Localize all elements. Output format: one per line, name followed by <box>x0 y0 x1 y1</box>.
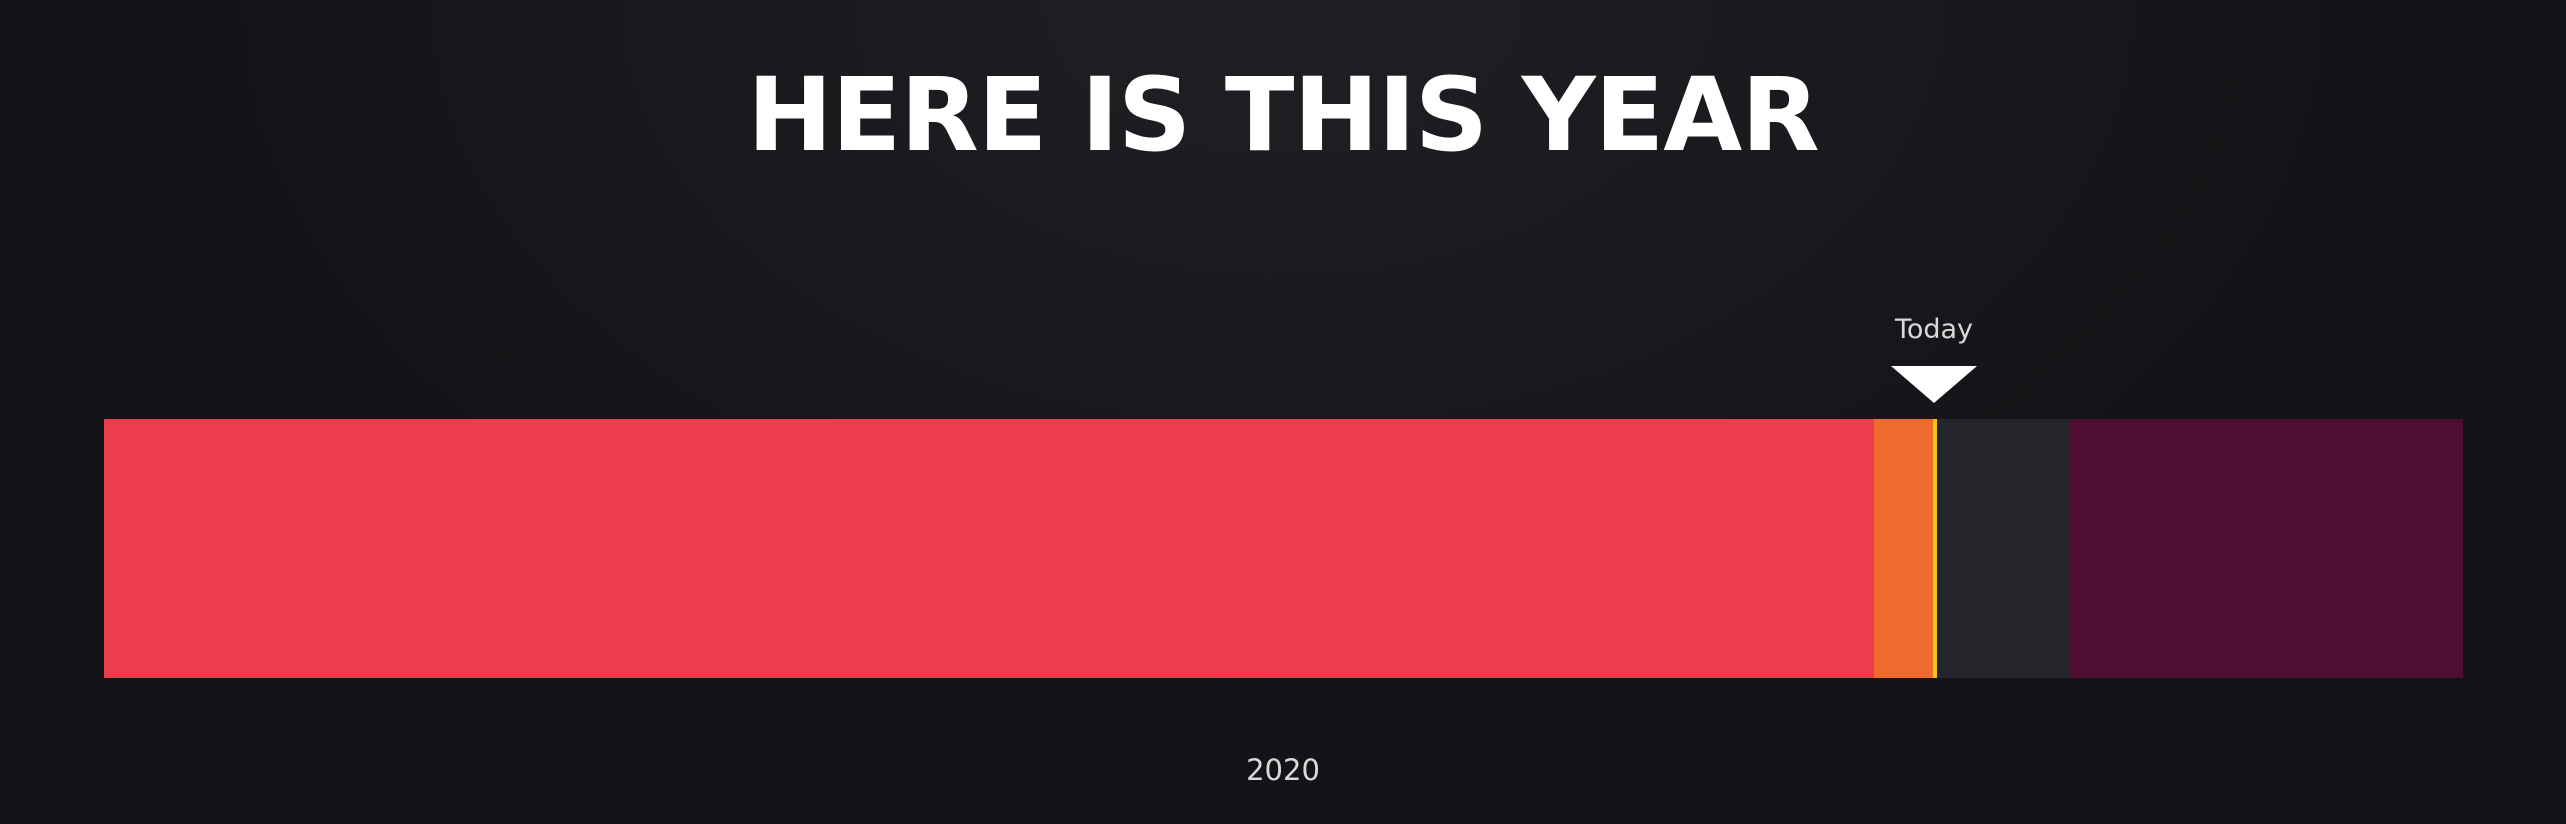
future-segment <box>2069 419 2463 678</box>
year-progress-bar <box>104 419 2463 678</box>
today-marker-arrow-icon <box>1891 366 1977 403</box>
page-title: HERE IS THIS YEAR <box>747 56 1820 175</box>
recent-segment <box>1874 419 1933 678</box>
today-marker-label: Today <box>1894 314 1974 345</box>
past-segment <box>104 419 1874 678</box>
year-label: 2020 <box>1246 753 1320 787</box>
upcoming-segment <box>1937 419 2069 678</box>
today-line <box>1933 419 1937 678</box>
